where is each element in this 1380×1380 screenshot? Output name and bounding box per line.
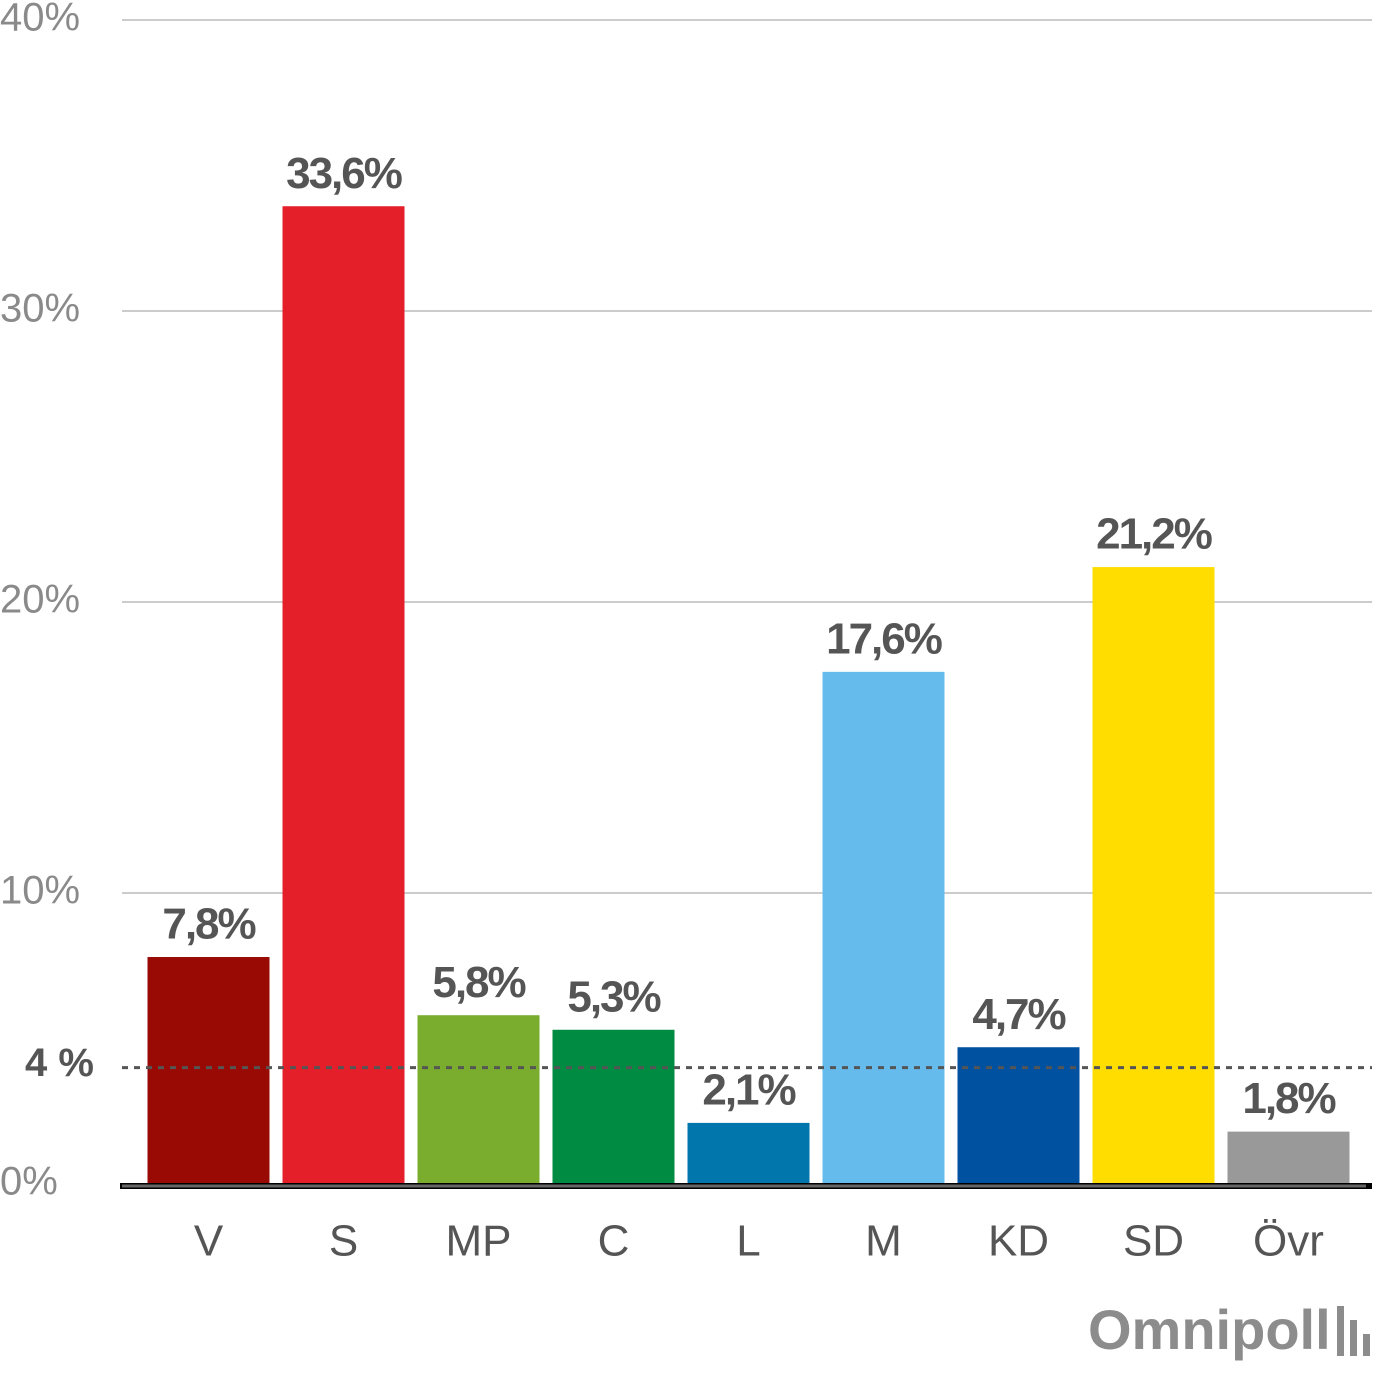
bar bbox=[282, 206, 405, 1185]
x-tick-label: C bbox=[598, 1217, 630, 1266]
bar bbox=[417, 1015, 540, 1184]
logo-text: Omnipoll bbox=[1088, 1298, 1331, 1361]
x-tick-label: M bbox=[865, 1217, 902, 1266]
bar bbox=[822, 671, 945, 1184]
y-tick-label: 30% bbox=[0, 287, 80, 331]
bar bbox=[1227, 1131, 1350, 1184]
bar bbox=[552, 1029, 675, 1184]
bar bbox=[687, 1122, 810, 1184]
logo: Omnipoll bbox=[1088, 1298, 1370, 1361]
value-label: 1,8% bbox=[1242, 1074, 1335, 1123]
y-tick-label: 0% bbox=[0, 1160, 58, 1204]
value-label: 17,6% bbox=[826, 614, 942, 663]
logo-bar bbox=[1350, 1320, 1357, 1356]
x-tick-label: Övr bbox=[1253, 1217, 1324, 1266]
value-label: 5,3% bbox=[567, 972, 660, 1021]
value-label: 21,2% bbox=[1096, 510, 1212, 559]
logo-bar bbox=[1363, 1334, 1370, 1356]
bar bbox=[1092, 567, 1215, 1184]
value-label: 33,6% bbox=[286, 149, 402, 198]
x-tick-label: L bbox=[736, 1217, 760, 1266]
threshold-label: 4 % bbox=[25, 1041, 94, 1085]
y-tick-label: 10% bbox=[0, 869, 80, 913]
x-tick-label: S bbox=[329, 1217, 358, 1266]
x-tick-label: KD bbox=[988, 1217, 1049, 1266]
x-tick-label: V bbox=[194, 1217, 224, 1266]
logo-bar bbox=[1337, 1306, 1344, 1356]
value-label: 5,8% bbox=[432, 958, 525, 1007]
value-label: 2,1% bbox=[702, 1066, 795, 1115]
x-tick-label: SD bbox=[1123, 1217, 1184, 1266]
y-tick-label: 20% bbox=[0, 578, 80, 622]
bar bbox=[957, 1047, 1080, 1184]
value-label: 4,7% bbox=[972, 990, 1065, 1039]
bar bbox=[147, 957, 270, 1184]
x-tick-label: MP bbox=[446, 1217, 512, 1266]
y-tick-label: 40% bbox=[0, 0, 80, 40]
value-label: 7,8% bbox=[162, 900, 255, 949]
